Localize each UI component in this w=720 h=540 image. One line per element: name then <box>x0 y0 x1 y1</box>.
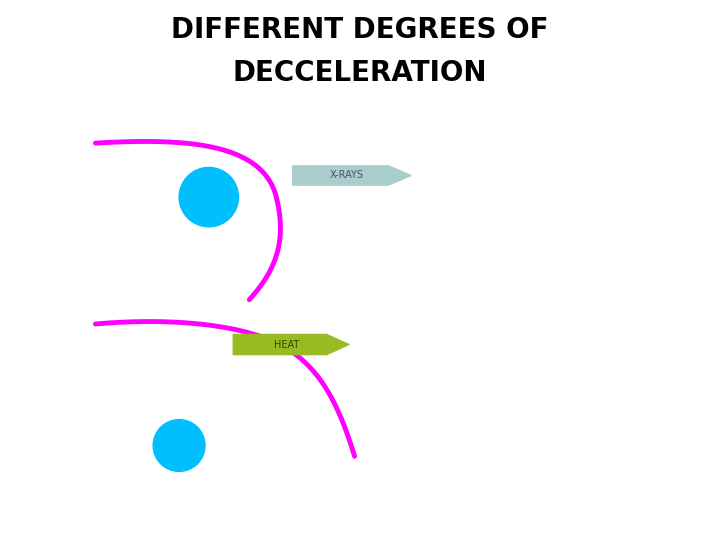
Text: X-RAYS: X-RAYS <box>330 171 364 180</box>
FancyArrow shape <box>233 334 349 355</box>
Circle shape <box>179 167 238 227</box>
Text: HEAT: HEAT <box>274 340 300 349</box>
FancyArrow shape <box>292 166 411 185</box>
Circle shape <box>153 420 205 471</box>
Text: DIFFERENT DEGREES OF: DIFFERENT DEGREES OF <box>171 16 549 44</box>
Text: DECCELERATION: DECCELERATION <box>233 59 487 87</box>
